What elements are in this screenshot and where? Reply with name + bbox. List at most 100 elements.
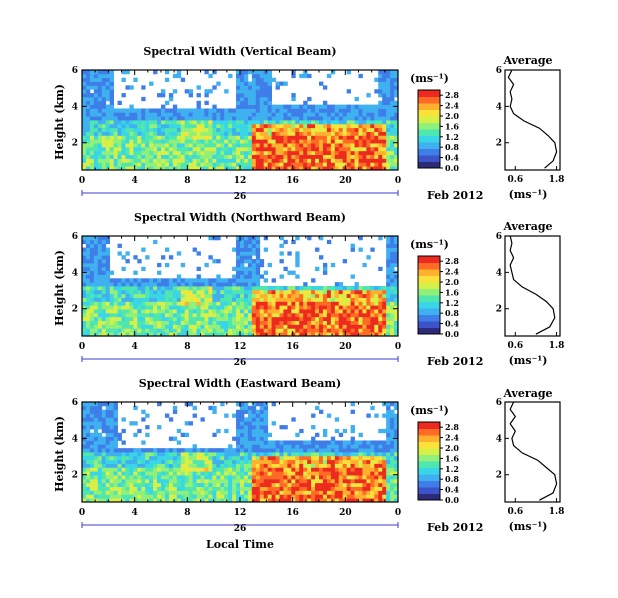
heatmap-cell <box>208 478 213 484</box>
heatmap-cell <box>255 89 261 94</box>
heatmap-cell <box>243 459 249 464</box>
heatmap-cell <box>374 316 379 322</box>
heatmap-cell <box>354 166 359 171</box>
heatmap-cell <box>216 498 221 503</box>
heatmap-cell <box>188 123 193 129</box>
heatmap-cell <box>220 463 225 468</box>
heatmap-cell <box>204 293 209 298</box>
heatmap-cell <box>164 332 170 337</box>
heatmap-cell <box>208 127 213 132</box>
heatmap-cell <box>319 482 324 488</box>
heatmap-cell <box>394 108 399 113</box>
heatmap-cell <box>255 77 261 82</box>
heatmap-cell <box>208 482 213 488</box>
heatmap-cell <box>251 478 257 484</box>
heatmap-cell <box>378 316 383 322</box>
heatmap-cell <box>113 158 118 163</box>
heatmap-cell <box>354 146 359 152</box>
heatmap-cell <box>346 162 351 167</box>
heatmap-cell <box>390 274 395 279</box>
heatmap-cell <box>85 301 91 306</box>
heatmap-cell <box>101 309 107 314</box>
heatmap-cell <box>109 120 114 125</box>
heatmap-cell <box>236 123 241 129</box>
heatmap-cell <box>330 436 336 441</box>
heatmap-cell <box>129 301 134 306</box>
heatmap-cell <box>390 312 395 318</box>
heatmap-cell <box>220 293 225 298</box>
heatmap-cell <box>370 123 375 129</box>
heatmap-cell <box>319 494 324 499</box>
heatmap-cell <box>161 93 166 98</box>
heatmap-cell <box>200 131 205 136</box>
heatmap-cell <box>358 286 363 291</box>
heatmap-cell <box>113 405 118 411</box>
heatmap-cell <box>263 104 269 109</box>
heatmap-cell <box>358 301 363 306</box>
heatmap-cell <box>259 402 265 407</box>
heatmap-cell <box>346 309 351 314</box>
heatmap-cell <box>275 120 280 125</box>
heatmap-cell <box>334 158 340 163</box>
heatmap-cell <box>287 448 292 453</box>
heatmap-cell <box>243 274 249 279</box>
heatmap-cell <box>283 425 288 430</box>
x-tick-label: 20 <box>339 342 352 352</box>
heatmap-cell <box>307 166 312 171</box>
heatmap-cell <box>172 146 178 152</box>
heatmap-cell <box>319 120 324 125</box>
heatmap-cell <box>326 324 332 329</box>
heatmap-cell <box>303 455 308 461</box>
heatmap-cell <box>366 135 371 140</box>
heatmap-cell <box>141 120 146 125</box>
heatmap-cell <box>153 293 158 298</box>
heatmap-cell <box>291 305 296 310</box>
heatmap-cell <box>236 251 241 256</box>
colorbar: 0.00.40.81.21.62.02.42.8 <box>417 255 459 339</box>
heatmap-cell <box>133 463 138 468</box>
heatmap-cell <box>342 146 348 152</box>
heatmap-cell <box>382 324 387 329</box>
colorbar-tick-label: 1.2 <box>445 464 459 474</box>
heatmap-cell <box>326 482 332 488</box>
heatmap-cell <box>319 467 324 472</box>
heatmap-cell <box>141 166 146 171</box>
heatmap-cell <box>255 123 261 129</box>
heatmap-cell <box>275 309 280 314</box>
heatmap-cell <box>374 486 379 491</box>
heatmap-cell <box>109 475 114 480</box>
heatmap-cell <box>271 320 276 325</box>
heatmap-cell <box>334 332 340 337</box>
heatmap-cell <box>267 312 272 318</box>
heatmap-cell <box>125 486 130 491</box>
heatmap-cell <box>105 289 111 295</box>
colorbar-tick-label: 0.8 <box>445 474 459 484</box>
heatmap-cell <box>275 459 280 464</box>
heatmap-cell <box>85 328 91 333</box>
heatmap-cell <box>394 444 399 449</box>
heatmap-cell <box>164 131 170 136</box>
heatmap-cell <box>303 490 308 495</box>
heatmap-cell <box>251 324 257 329</box>
heatmap-cell <box>200 143 205 148</box>
heatmap-cell <box>216 309 221 314</box>
heatmap-cell <box>216 486 221 491</box>
heatmap-cell <box>89 143 95 148</box>
heatmap-cell <box>307 293 312 298</box>
heatmap-cell <box>93 89 99 94</box>
heatmap-cell <box>188 120 193 125</box>
heatmap-cell <box>394 486 399 491</box>
heatmap-cell <box>101 239 107 245</box>
heatmap-cell <box>338 286 344 291</box>
heatmap-cell <box>243 85 249 90</box>
heatmap-cell <box>200 139 205 144</box>
heatmap-cell <box>350 312 355 318</box>
heatmap-cell <box>267 452 272 457</box>
heatmap-cell <box>89 297 95 302</box>
heatmap-cell <box>232 498 237 503</box>
heatmap-cell <box>350 166 355 171</box>
heatmap <box>82 236 399 337</box>
heatmap-cell <box>109 100 114 106</box>
heatmap-cell <box>275 494 280 499</box>
heatmap-cell <box>101 70 107 75</box>
